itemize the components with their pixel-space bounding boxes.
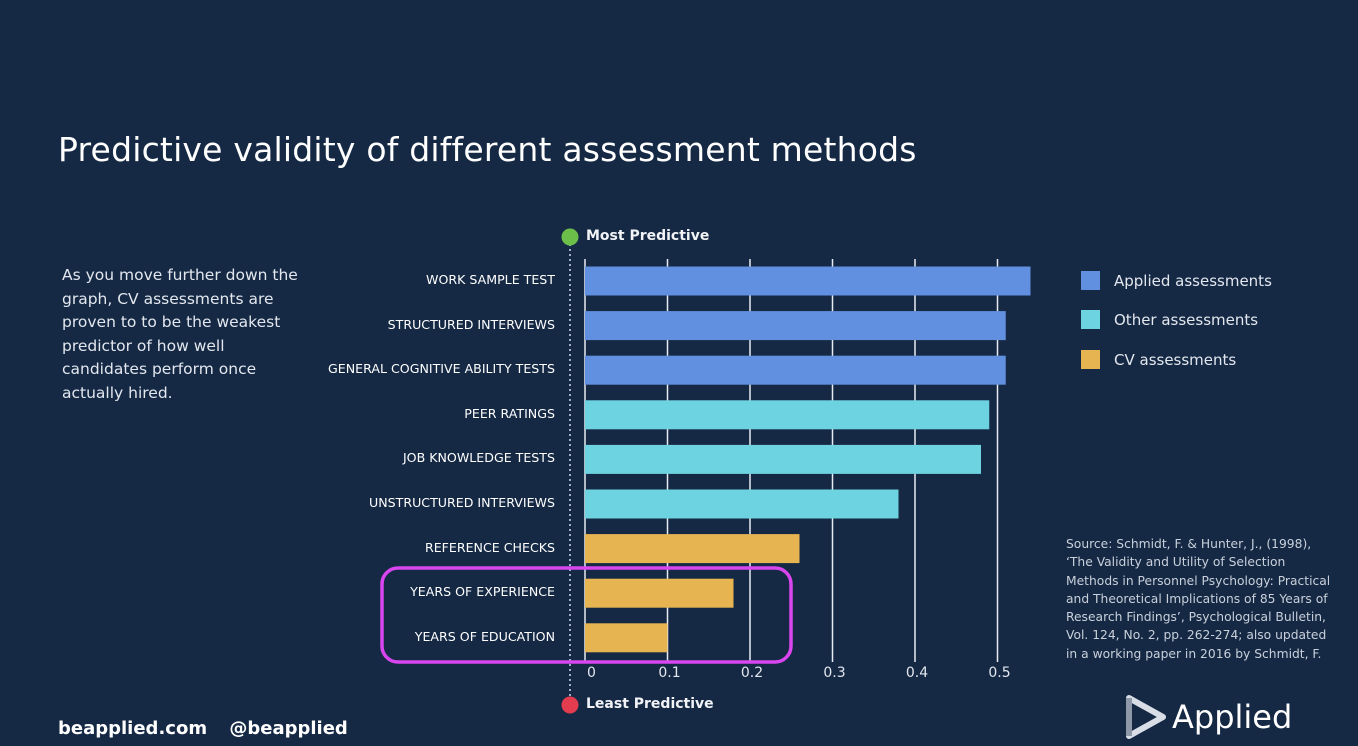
description-text: As you move further down the graph, CV a… (62, 266, 298, 402)
legend-label: Other assessments (1114, 310, 1259, 329)
x-tick-label: 0.1 (658, 665, 680, 681)
applied-logo: Applied (1126, 695, 1292, 739)
source-citation: Source: Schmidt, F. & Hunter, J., (1998)… (1066, 537, 1331, 661)
bar (585, 311, 1006, 341)
x-tick-label: 0.5 (988, 665, 1010, 681)
bar (585, 489, 899, 519)
social-handle[interactable]: @beapplied (229, 718, 348, 739)
bar (585, 623, 668, 653)
bar (585, 355, 1006, 385)
x-tick-label: 0.4 (906, 665, 928, 681)
page-title: Predictive validity of different assessm… (58, 130, 917, 169)
bar (585, 534, 800, 564)
x-tick-label: 0 (587, 665, 596, 681)
most-predictive-dot (561, 228, 579, 246)
bars (585, 266, 1031, 653)
least-predictive-dot (561, 696, 579, 714)
category-label: REFERENCE CHECKS (424, 539, 555, 555)
website-link[interactable]: beapplied.com (58, 718, 208, 739)
least-predictive-label: Least Predictive (586, 696, 714, 712)
bar (585, 266, 1031, 296)
category-label: JOB KNOWLEDGE TESTS (402, 450, 555, 466)
category-label: STRUCTURED INTERVIEWS (387, 316, 555, 332)
category-label: YEARS OF EDUCATION (414, 628, 555, 644)
legend-item-other: Other assessments (1081, 310, 1258, 329)
legend-label: Applied assessments (1114, 271, 1272, 290)
footer: beapplied.com @beapplied (58, 718, 364, 739)
category-label: GENERAL COGNITIVE ABILITY TESTS (328, 361, 555, 377)
play-triangle-icon (1126, 695, 1166, 739)
x-tick-labels: 0 0.1 0.2 0.3 0.4 0.5 (587, 665, 1011, 681)
logo-text: Applied (1172, 698, 1293, 736)
legend-swatch (1081, 350, 1100, 369)
category-label: UNSTRUCTURED INTERVIEWS (369, 495, 555, 510)
x-tick-label: 0.2 (741, 665, 763, 681)
category-label: WORK SAMPLE TEST (426, 272, 555, 287)
bar (585, 444, 981, 474)
x-tick-label: 0.3 (823, 665, 845, 681)
most-predictive-label: Most Predictive (586, 228, 710, 244)
bar (585, 578, 734, 608)
legend-item-cv: CV assessments (1081, 350, 1236, 369)
legend-swatch (1081, 271, 1100, 290)
category-label: YEARS OF EXPERIENCE (410, 584, 555, 600)
legend-item-applied: Applied assessments (1081, 271, 1272, 290)
category-label: PEER RATINGS (464, 405, 555, 421)
highlight-box (380, 566, 793, 664)
bar (585, 400, 990, 430)
legend-label: CV assessments (1114, 350, 1237, 369)
legend-swatch (1081, 310, 1100, 329)
